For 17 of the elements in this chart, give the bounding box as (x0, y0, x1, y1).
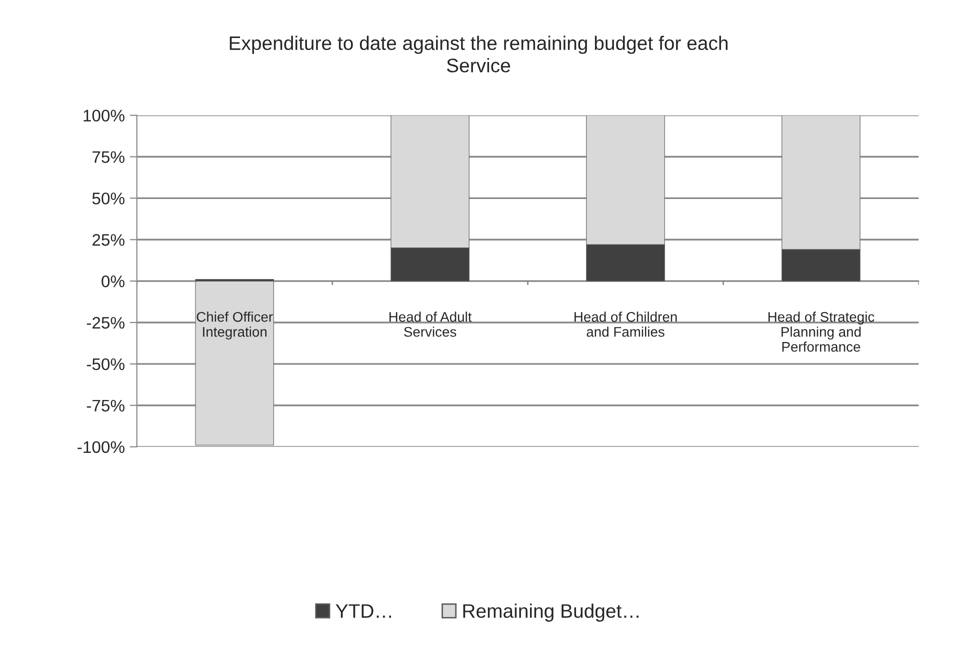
legend-label: YTD… (336, 604, 392, 618)
x-tick-label: Head of Adult Services (389, 312, 472, 337)
y-tick-label: 100% (84, 110, 124, 122)
y-tick-label: -25% (86, 316, 124, 329)
y-tick-label: -100% (78, 441, 124, 454)
y-tick-label: 75% (92, 151, 124, 163)
x-tick-label: Head of Children and Families (574, 312, 677, 337)
bar (195, 280, 274, 446)
y-tick-label: 25% (92, 234, 124, 246)
chart-title: Expenditure to date against the remaining budget for each Service (230, 36, 728, 72)
x-tick-label: Head of Strategic Planning and Performance (768, 312, 874, 352)
y-tick-label: -50% (86, 358, 124, 370)
y-tick-label: 0% (102, 275, 124, 288)
x-tick-label: Chief Officer Integration (196, 312, 273, 340)
y-tick-label: -75% (86, 400, 124, 412)
y-tick-label: 50% (92, 192, 124, 204)
legend-label: Remaining Budget… (463, 604, 638, 622)
